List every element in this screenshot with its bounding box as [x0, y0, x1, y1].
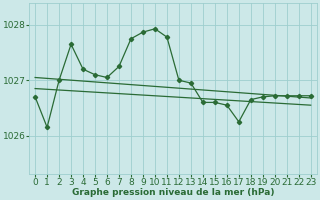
- X-axis label: Graphe pression niveau de la mer (hPa): Graphe pression niveau de la mer (hPa): [72, 188, 274, 197]
